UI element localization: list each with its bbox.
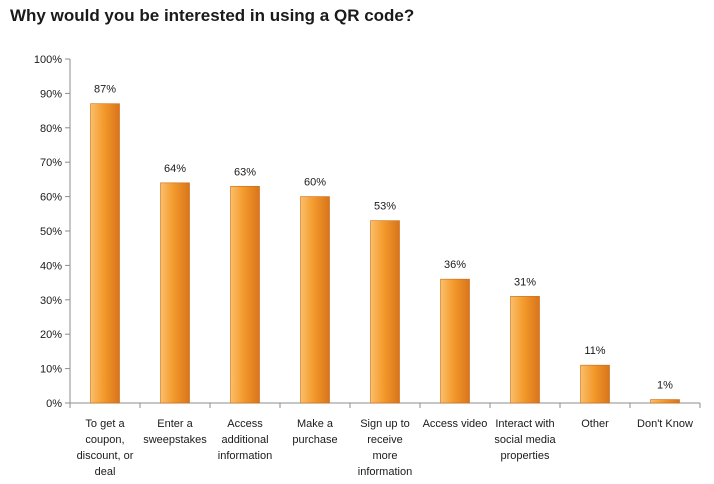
bar	[440, 278, 470, 404]
bar	[650, 399, 680, 404]
x-category-label: Don't Know	[637, 418, 693, 430]
chart-title: Why would you be interested in using a Q…	[10, 6, 415, 25]
bars	[90, 103, 680, 404]
bar	[510, 296, 540, 404]
data-label: 11%	[584, 345, 605, 357]
data-label: 87%	[94, 84, 116, 96]
y-tick-label: 100%	[34, 54, 62, 66]
y-tick-label: 0%	[46, 398, 62, 410]
x-category-label: Sign up to receive more information	[358, 418, 412, 478]
y-tick-label: 40%	[40, 260, 62, 272]
y-tick-label: 10%	[40, 364, 62, 376]
bar	[230, 185, 260, 404]
data-label: 31%	[514, 276, 536, 288]
x-category-label: Access additional information	[218, 418, 272, 462]
data-label: 53%	[374, 201, 396, 213]
x-category-label: Interact with social media properties	[494, 418, 556, 462]
data-label: 36%	[444, 259, 466, 271]
data-label: 64%	[164, 163, 186, 175]
x-category-label: Make a purchase	[292, 418, 337, 446]
bar	[160, 182, 190, 404]
data-label: 63%	[234, 166, 256, 178]
bar	[580, 364, 610, 404]
bar	[90, 103, 120, 404]
y-tick-label: 20%	[40, 329, 62, 341]
x-category-label: Access video	[423, 418, 488, 430]
y-tick-label: 70%	[40, 157, 62, 169]
x-category-label: To get a coupon, discount, or deal	[77, 418, 134, 478]
bar	[370, 220, 400, 404]
x-category-label: Enter a sweepstakes	[143, 418, 207, 446]
labels: 87% To get a coupon, discount, or deal 64% Ent…	[77, 84, 693, 478]
y-tick-label: 90%	[40, 88, 62, 100]
data-label: 60%	[304, 177, 326, 189]
y-tick-label: 60%	[40, 192, 62, 204]
bar	[300, 196, 330, 404]
x-category-label: Other	[581, 418, 609, 430]
y-tick-label: 50%	[40, 226, 62, 238]
data-label: 1%	[657, 380, 673, 392]
y-tick-label: 30%	[40, 295, 62, 307]
y-tick-label: 80%	[40, 123, 62, 135]
axes: 0% 10% 20% 30% 40% 50% 60% 70% 80% 90% 100%	[34, 54, 701, 410]
